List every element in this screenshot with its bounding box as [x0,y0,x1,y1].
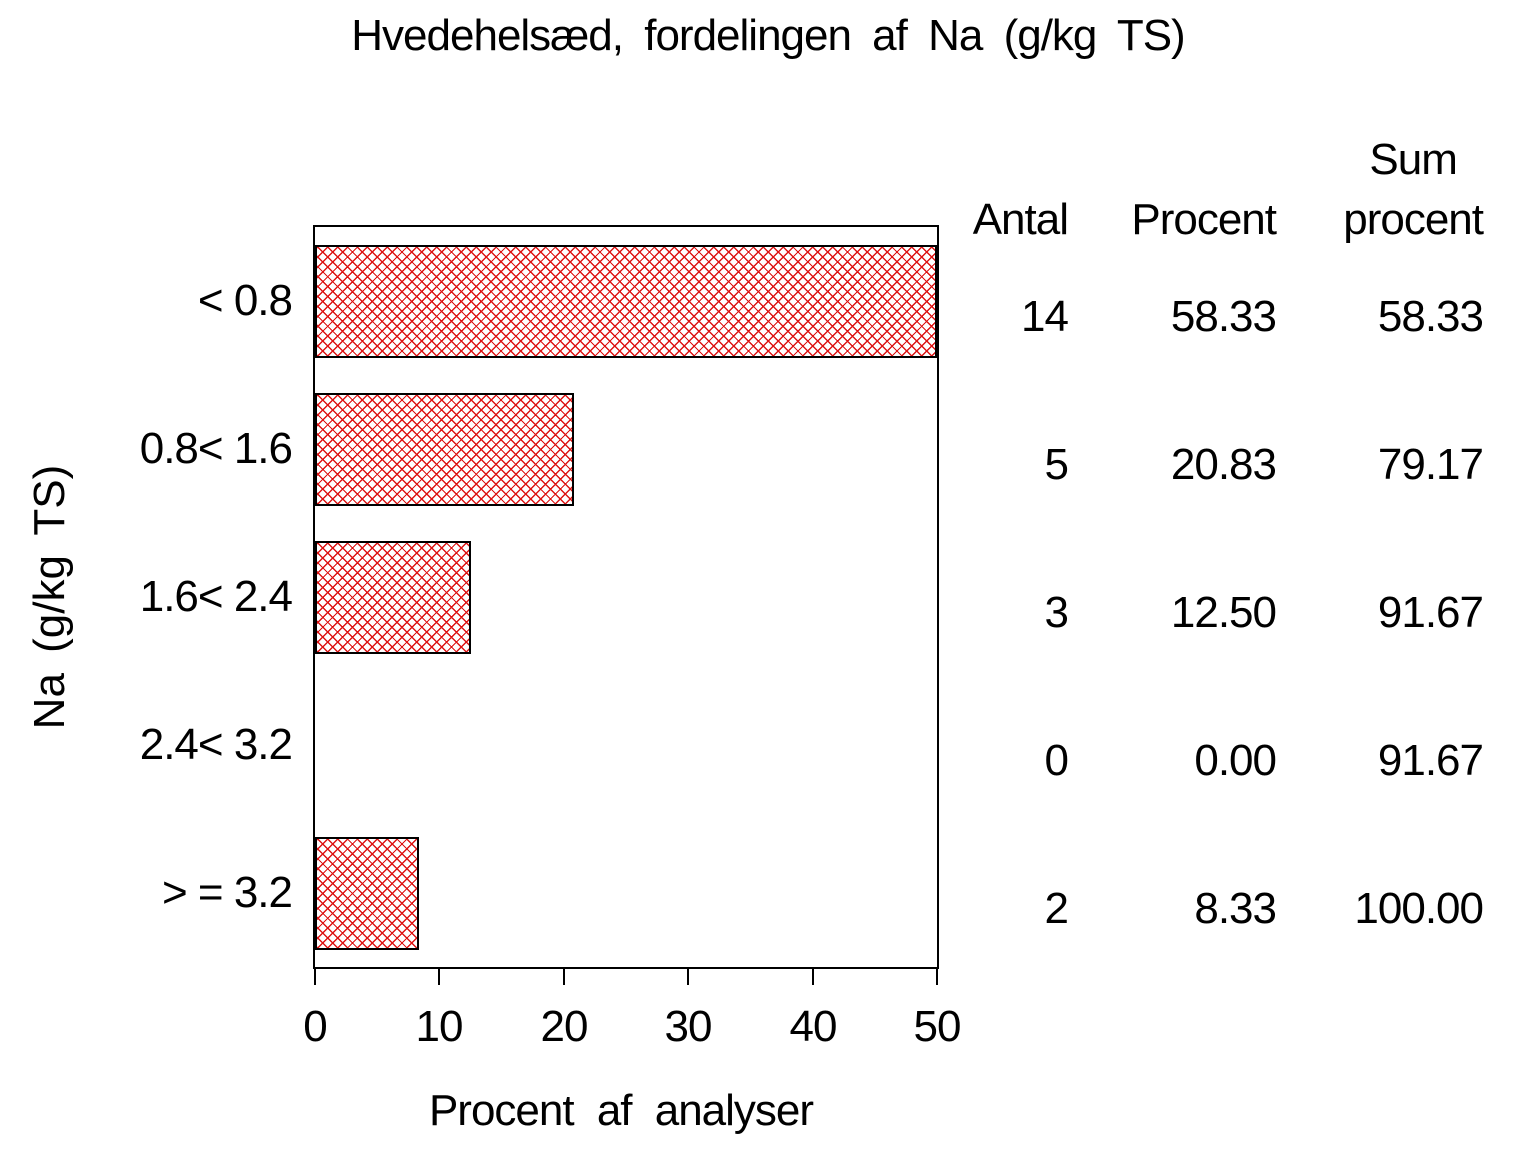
category-label: 1.6< 2.4 [139,572,293,621]
x-tick-mark [438,969,440,985]
category-label: 2.4< 3.2 [139,720,293,769]
bar [315,244,937,358]
antal-value: 14 [1021,292,1069,341]
sum-procent-value: 79.17 [1377,440,1484,489]
x-tick-label: 50 [913,1002,962,1051]
bar [315,540,471,654]
bar [315,836,419,950]
procent-value: 58.33 [1170,292,1277,341]
x-tick-label: 20 [540,1002,589,1051]
x-tick-mark [812,969,814,985]
table-header-sum-procent: Sum procent [1343,130,1484,250]
antal-value: 0 [1044,736,1069,785]
sum-procent-value: 58.33 [1377,292,1484,341]
category-label: < 0.8 [197,276,293,325]
category-label: 0.8< 1.6 [139,424,293,473]
sum-procent-value: 91.67 [1377,736,1484,785]
x-tick-label: 30 [664,1002,713,1051]
x-tick-label: 40 [789,1002,838,1051]
x-tick-label: 10 [415,1002,464,1051]
table-header-antal: Antal [972,195,1069,244]
x-tick-mark [936,969,938,985]
category-label: > = 3.2 [161,868,293,917]
table-header-sum-line2: procent [1343,195,1484,244]
table-header-sum-line1: Sum [1369,135,1457,184]
sum-procent-value: 100.00 [1354,884,1484,933]
antal-value: 5 [1044,440,1069,489]
antal-value: 2 [1044,884,1069,933]
x-axis-title: Procent af analyser [428,1086,814,1135]
procent-value: 8.33 [1194,884,1277,933]
procent-value: 12.50 [1170,588,1277,637]
antal-value: 3 [1044,588,1069,637]
bar [315,392,574,506]
x-tick-mark [314,969,316,985]
table-header-procent: Procent [1131,195,1277,244]
sum-procent-value: 91.67 [1377,588,1484,637]
x-tick-mark [687,969,689,985]
x-tick-label: 0 [303,1002,327,1051]
x-tick-mark [563,969,565,985]
procent-value: 0.00 [1194,736,1277,785]
chart-title: Hvedehelsæd, fordelingen af Na (g/kg TS) [351,11,1185,60]
procent-value: 20.83 [1170,440,1277,489]
